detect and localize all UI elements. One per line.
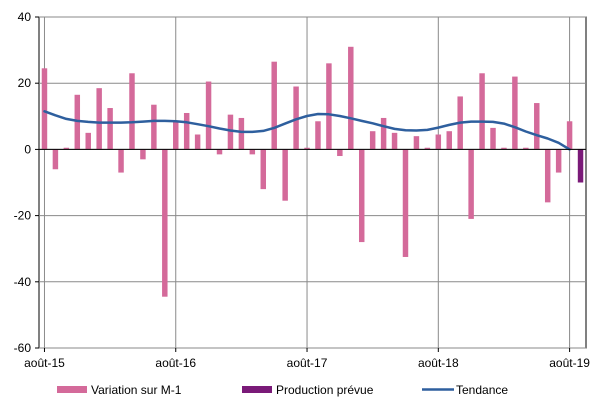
- bar-variation-sur-m-1: [282, 149, 288, 201]
- legend-label: Variation sur M-1: [91, 383, 182, 397]
- bar-variation-sur-m-1: [380, 117, 387, 150]
- bar-variation-sur-m-1: [468, 149, 474, 219]
- legend: Variation sur M-1 Production prévue Tendan…: [57, 383, 508, 397]
- bar-variation-sur-m-1: [555, 149, 562, 173]
- bar-variation-sur-m-1: [534, 103, 540, 150]
- bar-variation-sur-m-1: [140, 149, 146, 160]
- bar-variation-sur-m-1: [271, 61, 277, 150]
- bar-variation-sur-m-1: [260, 149, 267, 190]
- x-tick-label: août-15: [24, 356, 65, 370]
- bar-variation-sur-m-1: [358, 149, 365, 243]
- trend-line: [43, 110, 571, 151]
- bar-variation-sur-m-1: [183, 112, 190, 150]
- bar-variation-sur-m-1: [369, 131, 376, 150]
- bar-variation-sur-m-1: [501, 147, 507, 150]
- bar-variation-sur-m-1: [205, 81, 212, 150]
- bar-variation-sur-m-1: [107, 108, 113, 150]
- bar-variation-sur-m-1: [315, 121, 321, 150]
- bar-variation-sur-m-1: [41, 68, 48, 150]
- bar-variation-sur-m-1: [118, 149, 124, 173]
- x-tick-label: août-17: [287, 356, 328, 370]
- bar-variation-sur-m-1: [238, 117, 245, 150]
- bar-variation-sur-m-1: [249, 149, 256, 155]
- y-tick-label: 40: [18, 10, 32, 24]
- bar-variation-sur-m-1: [216, 149, 223, 155]
- legend-label: Production prévue: [276, 383, 374, 397]
- plot-frame: [38, 16, 587, 349]
- bar-variation-sur-m-1: [304, 147, 310, 150]
- y-tick-label: 20: [18, 76, 32, 90]
- bar-variation-sur-m-1: [129, 73, 135, 150]
- bar-variation-sur-m-1: [63, 147, 70, 150]
- x-tick-label: août-18: [418, 356, 459, 370]
- x-tick-label: août-16: [155, 356, 196, 370]
- bar-variation-sur-m-1: [293, 86, 299, 150]
- bar-variation-sur-m-1: [402, 149, 409, 257]
- bar-variation-sur-m-1: [479, 73, 485, 150]
- bar-variation-sur-m-1: [162, 149, 168, 297]
- bar-variation-sur-m-1: [424, 147, 431, 150]
- bar-variation-sur-m-1: [227, 114, 234, 150]
- legend-label: Tendance: [456, 383, 508, 397]
- line-layer: [43, 110, 571, 151]
- bar-variation-sur-m-1: [391, 132, 398, 150]
- bar-variation-sur-m-1: [85, 132, 91, 150]
- y-tick-label: -60: [14, 341, 32, 355]
- bar-variation-sur-m-1: [96, 88, 102, 150]
- bar-variation-sur-m-1: [413, 136, 420, 150]
- bar-variation-sur-m-1: [348, 46, 354, 150]
- bar-variation-sur-m-1: [523, 147, 529, 150]
- bar-variation-sur-m-1: [52, 149, 59, 170]
- y-tick-label: -20: [14, 209, 32, 223]
- bar-variation-sur-m-1: [435, 134, 442, 150]
- legend-swatch: [57, 386, 87, 393]
- bar-variation-sur-m-1: [512, 76, 518, 150]
- y-tick-label: -40: [14, 275, 32, 289]
- y-tick-label: 0: [24, 142, 31, 156]
- bar-layer: [41, 46, 584, 297]
- bar-variation-sur-m-1: [173, 121, 179, 150]
- bar-variation-sur-m-1: [194, 134, 201, 150]
- bar-variation-sur-m-1: [544, 149, 551, 203]
- bar-production-pr-vue: [577, 149, 584, 183]
- x-tick-label: août-19: [549, 356, 590, 370]
- bar-variation-sur-m-1: [337, 149, 343, 157]
- bar-variation-sur-m-1: [490, 127, 496, 150]
- bar-variation-sur-m-1: [151, 104, 157, 150]
- bar-variation-sur-m-1: [326, 63, 332, 150]
- bar-variation-sur-m-1: [446, 131, 452, 150]
- grid-layer: [38, 16, 587, 349]
- legend-swatch: [242, 386, 272, 393]
- bar-variation-sur-m-1: [566, 121, 573, 150]
